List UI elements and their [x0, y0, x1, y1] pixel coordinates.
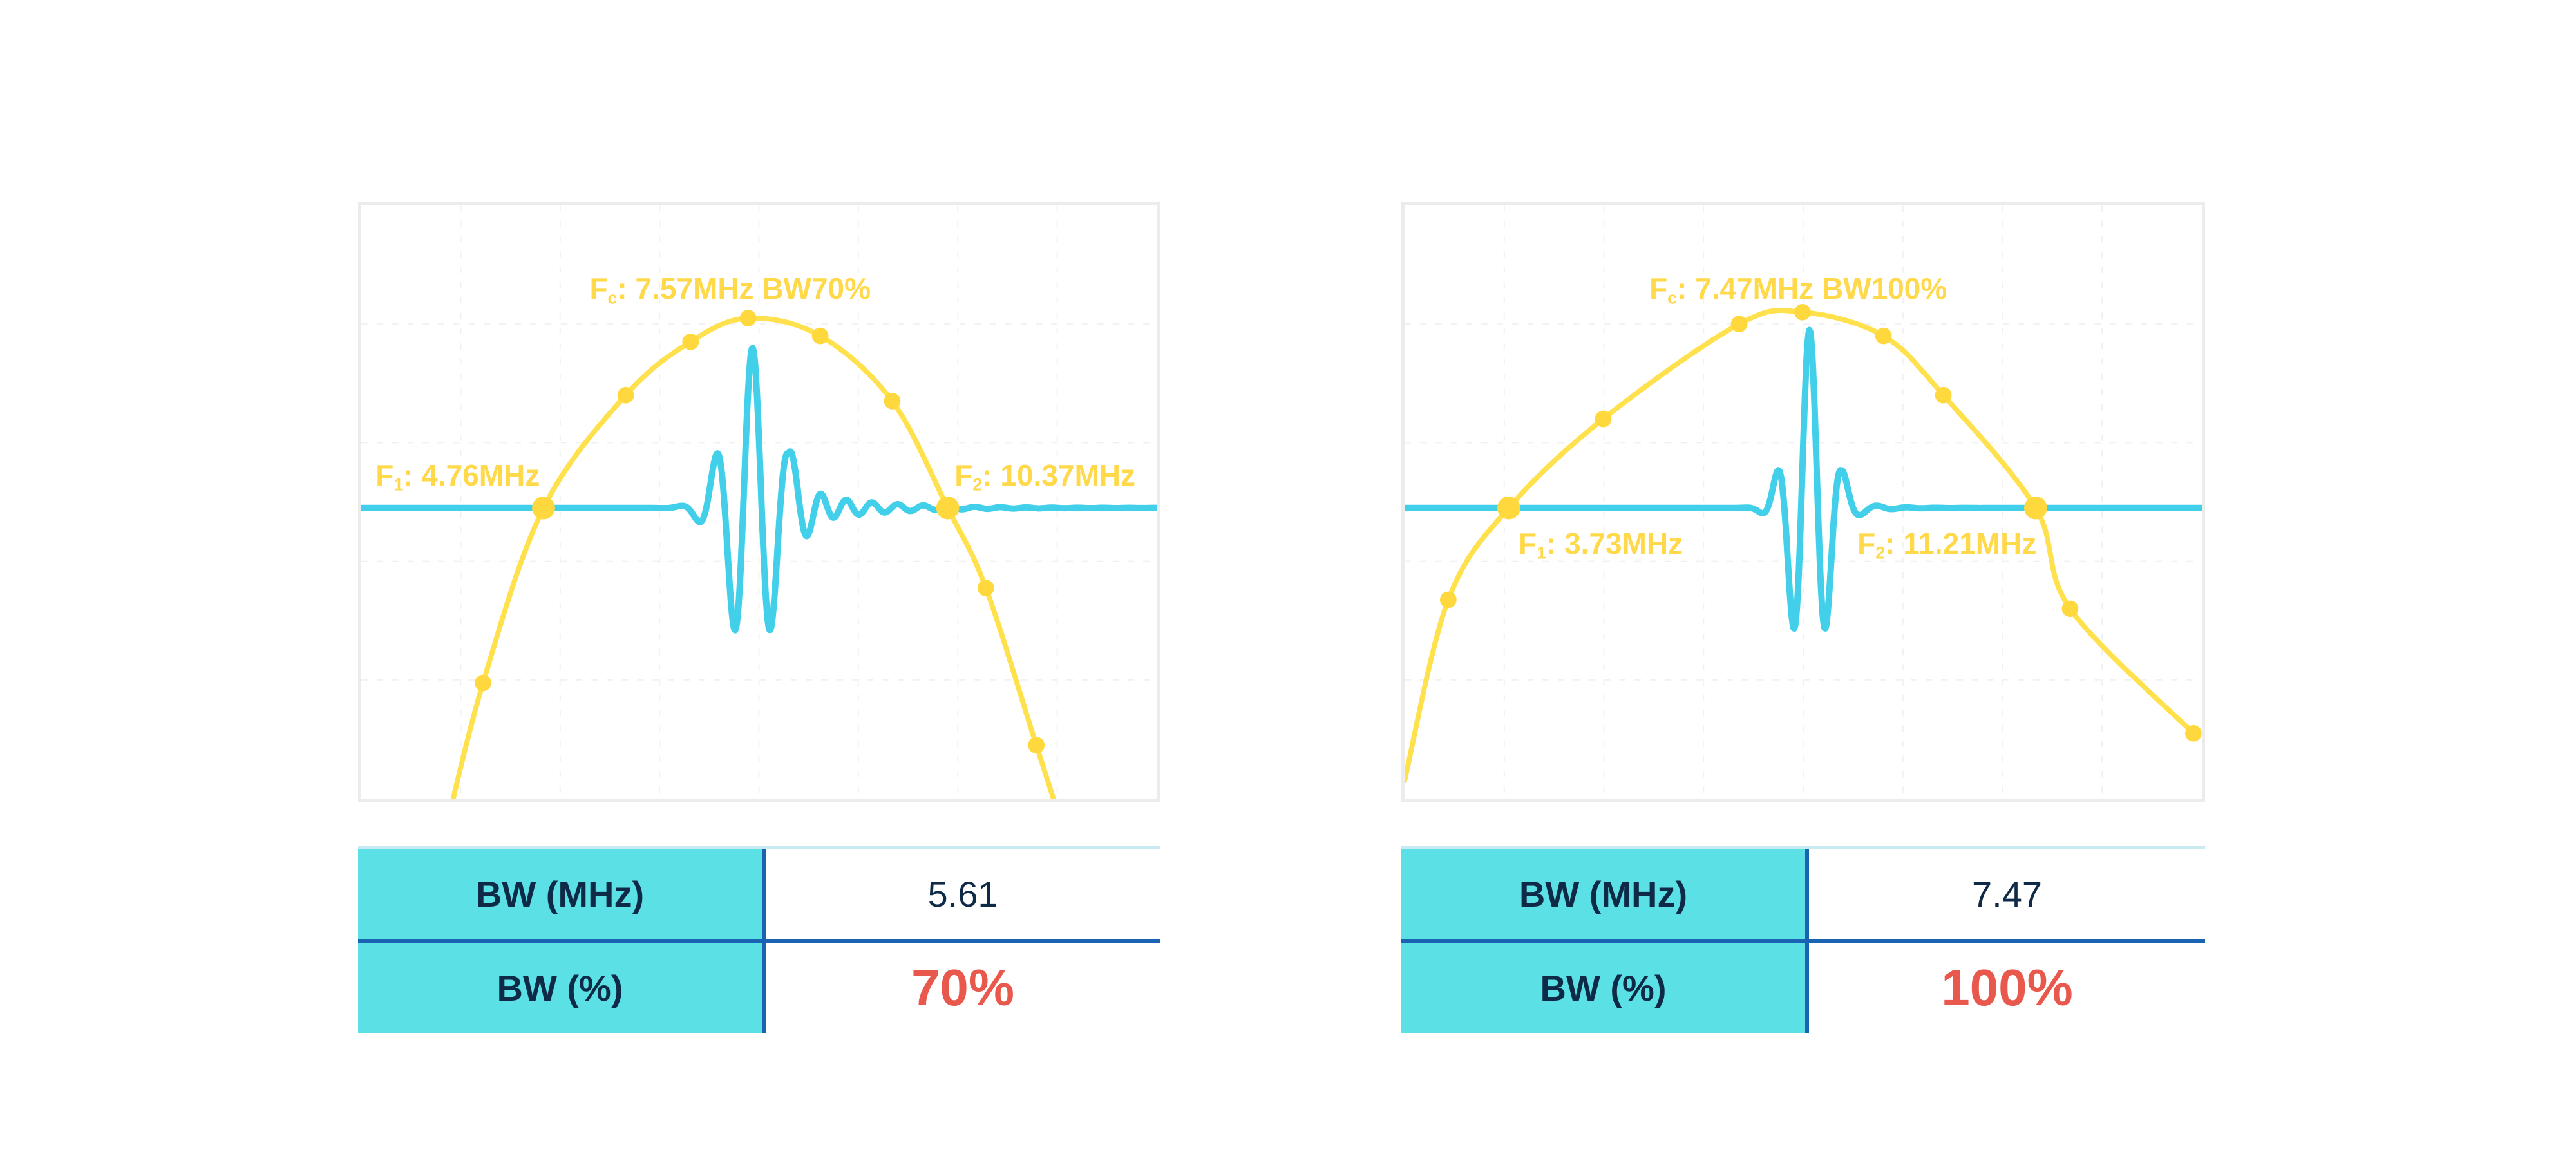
bandwidth-crossing-marker [936, 496, 960, 520]
annotation-f2-label: F2: 11.21MHz [1857, 526, 2037, 563]
bw-table-left: BW (MHz) 5.61 BW (%) 70% [358, 846, 1160, 1033]
annotation-fc-label: Fc: 7.57MHz BW70% [589, 271, 871, 308]
spectrum-panel-right: Fc: 7.47MHz BW100% F1: 3.73MHz F2: 11.21MH… [1401, 202, 2205, 802]
bandwidth-crossing-marker [2024, 496, 2047, 520]
pulse-waveform [1405, 326, 2202, 632]
spectrum-point-marker [739, 310, 757, 326]
bw-pct-row: BW (%) 70% [358, 943, 1160, 1033]
bw-mhz-row: BW (MHz) 5.61 [358, 849, 1160, 943]
spectrum-point-marker [884, 393, 901, 410]
annotation-fc-label: Fc: 7.47MHz BW100% [1649, 271, 1947, 308]
bw-pct-value: 100% [1941, 959, 2073, 1016]
bw-mhz-value: 5.61 [927, 873, 998, 914]
spectrum-point-marker [1730, 316, 1748, 333]
spectrum-point-marker [1028, 737, 1045, 753]
pulse-waveform [361, 345, 1157, 634]
bw-pct-label: BW (%) [358, 943, 766, 1033]
bw-mhz-label: BW (MHz) [1401, 849, 1809, 939]
spectrum-point-marker [811, 327, 829, 345]
spectrum-point-marker [1794, 303, 1811, 321]
spectrum-point-marker [475, 674, 491, 692]
spectrum-point-marker [682, 333, 699, 350]
spectrum-point-marker [977, 580, 994, 596]
bw-table-right: BW (MHz) 7.47 BW (%) 100% [1401, 846, 2205, 1033]
spectrum-point-marker [1935, 386, 1952, 404]
bw-mhz-row: BW (MHz) 7.47 [1401, 849, 2205, 943]
spectrum-plot-left [361, 205, 1157, 799]
bandwidth-crossing-marker [532, 496, 555, 520]
bandwidth-crossing-marker [1497, 496, 1520, 520]
annotation-f1-label: F1: 4.76MHz [375, 459, 540, 495]
annotation-f1-label: F1: 3.73MHz [1519, 526, 1683, 563]
spectrum-point-marker [1439, 591, 1457, 609]
bw-mhz-label: BW (MHz) [358, 849, 766, 939]
spectrum-point-marker [2185, 724, 2202, 742]
spectrum-point-marker [617, 386, 634, 404]
annotation-f2-label: F2: 10.37MHz [954, 459, 1135, 495]
spectrum-plot-right [1405, 205, 2202, 799]
bw-pct-label: BW (%) [1401, 943, 1809, 1033]
spectrum-point-marker [2061, 600, 2079, 618]
spectrum-point-marker [1595, 410, 1612, 428]
bw-pct-row: BW (%) 100% [1401, 943, 2205, 1033]
bw-mhz-value: 7.47 [1972, 873, 2042, 914]
bw-pct-value: 70% [911, 959, 1015, 1016]
spectrum-curve [450, 315, 1056, 799]
spectrum-panel-left: Fc: 7.57MHz BW70% F1: 4.76MHz F2: 10.37MHz [358, 202, 1160, 802]
spectrum-point-marker [1875, 327, 1892, 345]
